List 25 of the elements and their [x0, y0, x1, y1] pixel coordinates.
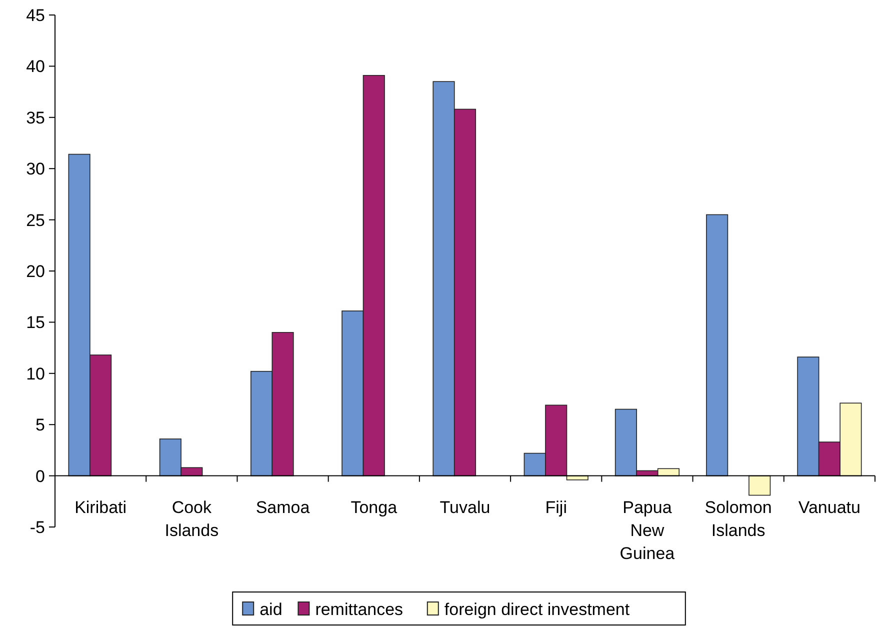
- x-tick-label: Solomon Islands: [704, 498, 772, 540]
- y-tick-label: 0: [36, 466, 45, 486]
- x-tick-label: Kiribati: [74, 498, 127, 517]
- legend-label: aid: [260, 600, 282, 619]
- x-tick-label: Papua New Guinea: [620, 498, 676, 563]
- x-tick-label: Fiji: [545, 498, 567, 517]
- x-tick-label: Samoa: [256, 498, 310, 517]
- y-tick-label: 30: [26, 160, 45, 179]
- y-tick-label: 15: [26, 313, 45, 332]
- x-tick-label: Cook Islands: [164, 498, 219, 540]
- x-tick-label: Vanuatu: [798, 498, 860, 517]
- y-tick-label: 20: [26, 262, 45, 281]
- legend-label: remittances: [315, 600, 404, 619]
- y-tick-label: 35: [26, 108, 45, 128]
- y-tick-label: -5: [30, 518, 45, 537]
- x-tick-label: Tuvalu: [440, 498, 490, 517]
- y-tick-label: 45: [26, 6, 45, 25]
- bar: [706, 214, 728, 476]
- bar: [748, 475, 771, 496]
- x-tick-label: Tonga: [350, 498, 398, 517]
- y-tick-label: 40: [26, 57, 45, 76]
- legend-label: foreign direct investment: [444, 600, 630, 619]
- y-tick-label: 10: [26, 364, 45, 384]
- y-tick-label: 5: [36, 416, 45, 435]
- y-tick-label: 25: [26, 210, 45, 230]
